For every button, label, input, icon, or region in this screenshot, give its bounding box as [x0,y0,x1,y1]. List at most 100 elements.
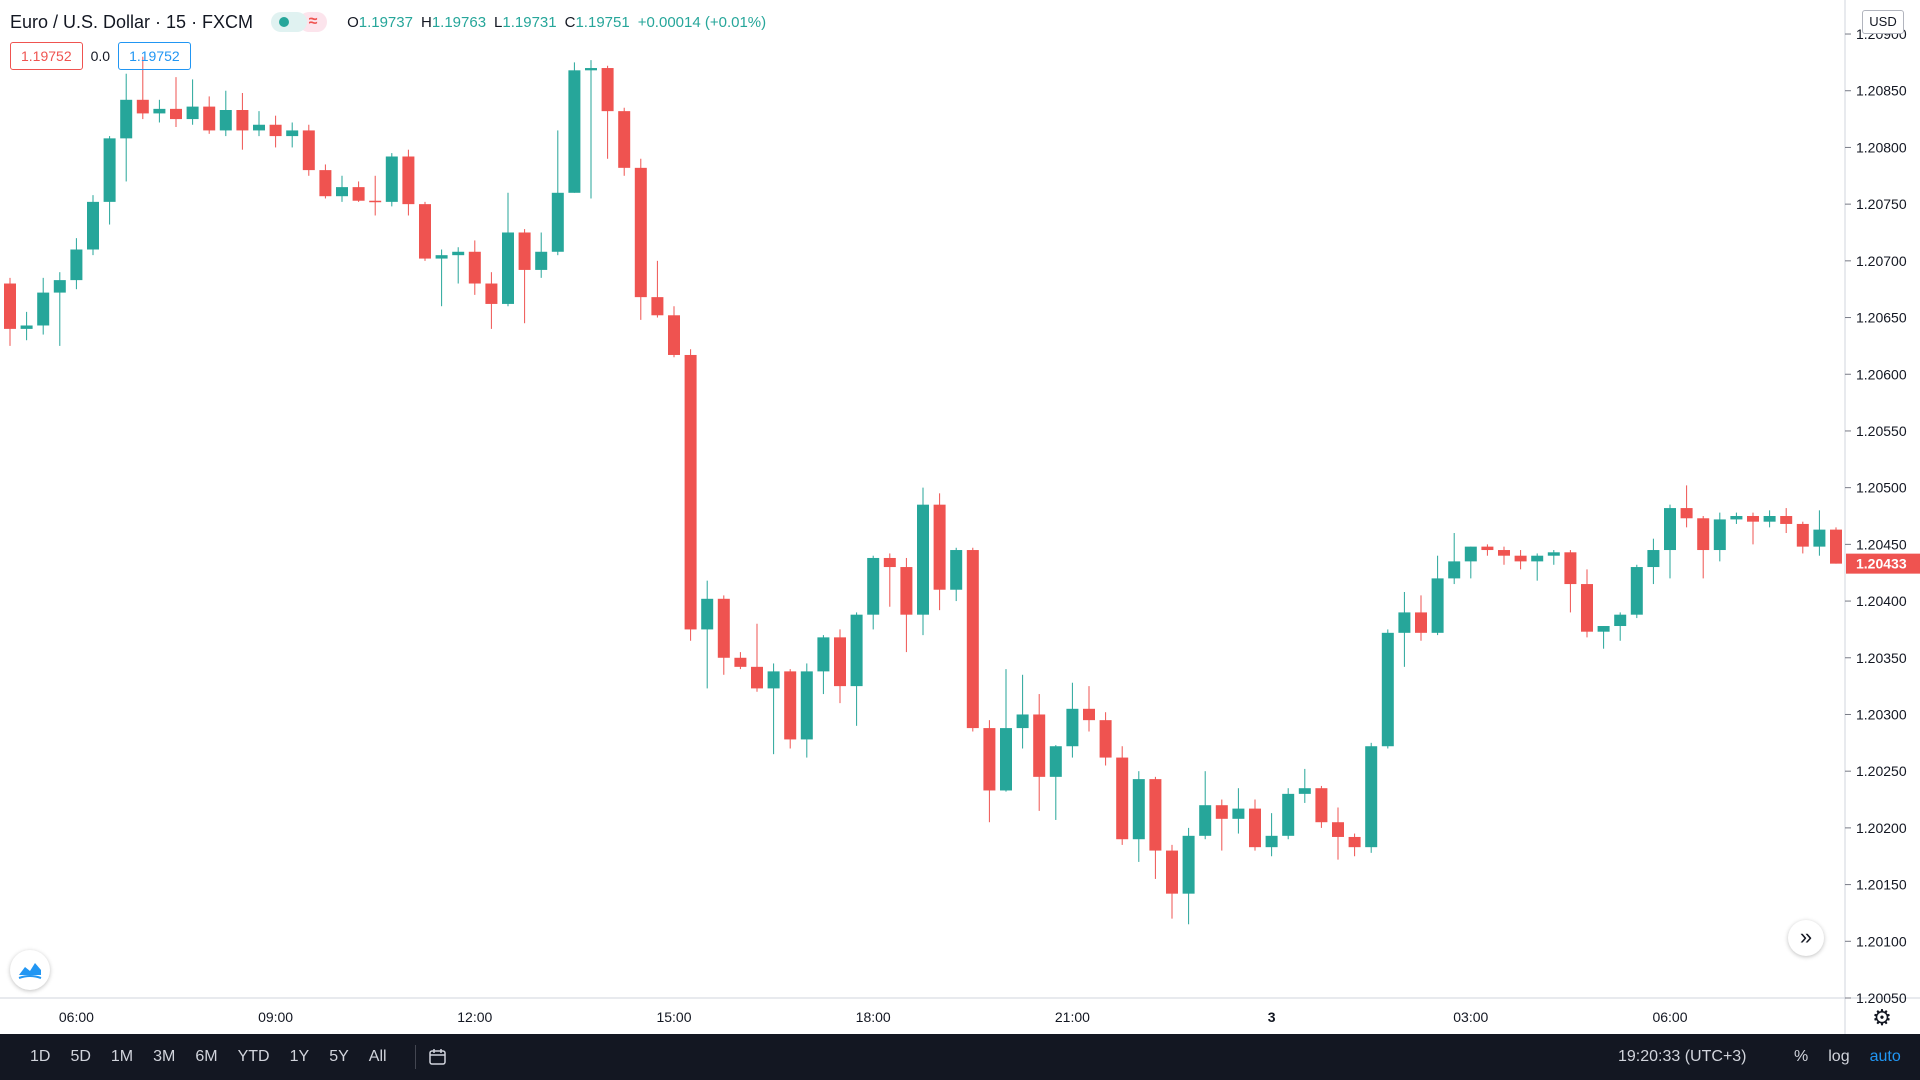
candle-body [1332,822,1344,837]
last-price-marker: 1.20433 [1846,553,1920,574]
candle-body [1066,708,1079,747]
candle [1298,768,1311,803]
candle-body [983,728,996,791]
candle [601,65,614,159]
candle [551,130,564,256]
candle [518,229,531,324]
candle [684,349,697,641]
range-3m[interactable]: 3M [153,1048,176,1065]
open-value: O1.19737 [347,13,413,31]
candle-body [120,99,133,139]
candle-body [767,671,780,689]
candle-body [1597,626,1610,632]
candle [1016,674,1029,749]
spread-value: 0.0 [90,48,111,64]
candle-body [203,106,216,131]
candle [269,115,282,148]
candle [717,595,730,675]
percent-scale-toggle[interactable]: % [1794,1048,1809,1065]
candle-body [1315,788,1328,823]
candle-body [319,170,332,197]
candle [1448,533,1461,585]
candle-body [717,598,730,658]
range-6m[interactable]: 6M [195,1048,218,1065]
chart-settings-button[interactable]: ⚙ [1868,1004,1896,1032]
candle [1249,799,1261,851]
candle [468,240,481,295]
candle [1083,686,1095,732]
candle-body [1199,805,1212,836]
candle-body [1713,519,1726,551]
last-price-label-bg [1846,553,1920,574]
candle [402,149,415,216]
range-1d[interactable]: 1D [30,1048,51,1065]
candle-body [1614,614,1627,627]
candle-body [1215,805,1228,819]
candle-body [950,550,963,590]
time-axis[interactable]: 3:0006:0009:0012:0015:0018:0021:00303:00… [0,1009,1688,1025]
candle-body [784,671,797,740]
candle [950,547,963,602]
range-5d[interactable]: 5D [70,1048,91,1065]
candle-body [1763,516,1776,522]
calendar-range-icon[interactable] [428,1048,448,1066]
symbol-title[interactable]: Euro / U.S. Dollar · 15 · FXCM [10,11,254,32]
candle [668,306,680,358]
candle [336,175,348,202]
price-tick-label: 1.20800 [1856,139,1907,155]
candle-body [585,68,597,71]
candle [37,277,50,335]
candle [1149,776,1162,879]
timezone-clock[interactable]: 19:20:33 (UTC+3) [1618,1048,1747,1065]
candle-body [1813,529,1826,547]
candle [236,92,249,150]
candle-body [1381,632,1394,747]
price-tick-label: 1.20150 [1856,877,1907,893]
candle [701,580,714,689]
candle [20,311,33,341]
price-tick-label: 1.20100 [1856,933,1907,949]
candle-body [385,156,398,202]
candle-body [867,557,880,615]
candle [1348,833,1361,857]
range-ytd[interactable]: YTD [237,1048,270,1065]
scroll-to-realtime-button[interactable]: » [1788,920,1824,956]
market-status-icon[interactable] [271,12,308,32]
currency-button[interactable]: USD [1862,10,1904,34]
candle [1332,807,1344,860]
candle [103,136,116,225]
candles-group [4,56,1842,925]
candle [1381,629,1394,749]
scroll-right-icon: » [1799,924,1813,949]
range-all[interactable]: All [368,1048,387,1065]
candle-body [4,283,16,329]
range-5y[interactable]: 5Y [329,1048,349,1065]
auto-scale-toggle[interactable]: auto [1869,1048,1901,1065]
candle-body [1282,793,1295,836]
range-1y[interactable]: 1Y [289,1048,310,1065]
candle-body [253,124,265,131]
price-chart[interactable]: 1.209001.208501.208001.207501.207001.206… [0,0,1920,1034]
time-tick-label: 06:00 [1652,1009,1687,1025]
price-tick-label: 1.20750 [1856,196,1907,212]
candle-body [336,187,348,197]
candle [1199,771,1212,840]
candle [186,79,199,125]
symbol-legend[interactable]: Euro / U.S. Dollar · 15 · FXCM ≈ O1.1973… [10,10,766,34]
candle-body [618,111,631,168]
tradingview-logo-button[interactable] [10,950,50,990]
time-tick-label: 03:00 [1453,1009,1488,1025]
candle [734,652,747,670]
buy-price-button[interactable]: 1.19752 [118,42,191,70]
sell-price-button[interactable]: 1.19752 [10,42,83,70]
range-1m[interactable]: 1M [110,1048,134,1065]
candle-body [468,251,481,284]
candle [1265,813,1278,857]
candle-body [601,68,614,112]
price-tick-label: 1.20550 [1856,423,1907,439]
candle-body [1049,746,1062,777]
price-axis[interactable]: 1.209001.208501.208001.207501.207001.206… [1845,26,1907,1006]
time-tick-label: 09:00 [258,1009,293,1025]
log-scale-toggle[interactable]: log [1828,1048,1850,1065]
candle-body [1016,714,1029,729]
